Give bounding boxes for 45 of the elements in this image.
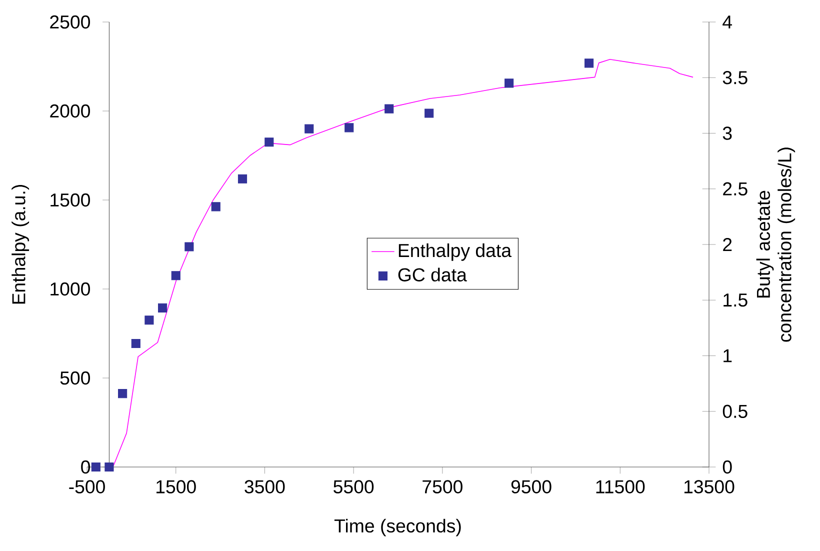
point [144,316,154,325]
x-tick-label: 1500 [156,480,196,494]
y-tick-label: 1500 [50,193,90,207]
y-tick-label: 0 [81,460,90,474]
x-axis-title: Time (seconds) [334,518,461,536]
legend-label: Enthalpy data [398,243,512,261]
point [184,242,194,252]
x-tick-label: 7500 [422,480,462,494]
point [91,462,100,472]
point [304,124,314,134]
x-tick-label: 9500 [511,480,552,494]
point [171,271,180,280]
x-tick-label: -500 [69,480,105,494]
point [131,338,140,348]
y2-tick-label: 2 [723,238,732,252]
y2-tick-label: 3.5 [722,71,748,84]
y-tick-label: 500 [60,371,90,385]
y2-tick-label: 2.5 [723,182,748,196]
point [264,138,274,147]
point [104,462,114,472]
point [211,202,220,212]
point [584,58,594,68]
y2-tick-label: 0 [722,460,732,474]
y2-tick-label: 4 [722,16,732,28]
point [238,174,248,184]
y-tick-label: 1000 [50,282,90,296]
point [344,123,354,132]
y2-axis-title: Butyl acetate concentration (moles/L) [756,148,796,342]
y-tick-label: 2500 [50,15,90,29]
x-tick-label: 5500 [334,480,374,494]
x-tick-label: 13500 [684,480,734,494]
y2-tick-label: 1.5 [724,294,748,307]
point [504,78,514,88]
x-tick-label: 3500 [244,480,285,494]
y2-tick-label: 0.5 [722,404,748,418]
point [424,108,434,118]
point [158,303,168,312]
x-tick-label: 11500 [596,480,645,494]
y2-tick-label: 1 [724,349,732,362]
y-tick-label: 2000 [50,104,90,118]
point [384,104,394,114]
y2-tick-label: 3 [722,126,732,140]
point [118,389,128,398]
y-axis-title: Enthalpy (a.u.) [12,184,30,304]
legend-label: GC data [398,268,467,282]
